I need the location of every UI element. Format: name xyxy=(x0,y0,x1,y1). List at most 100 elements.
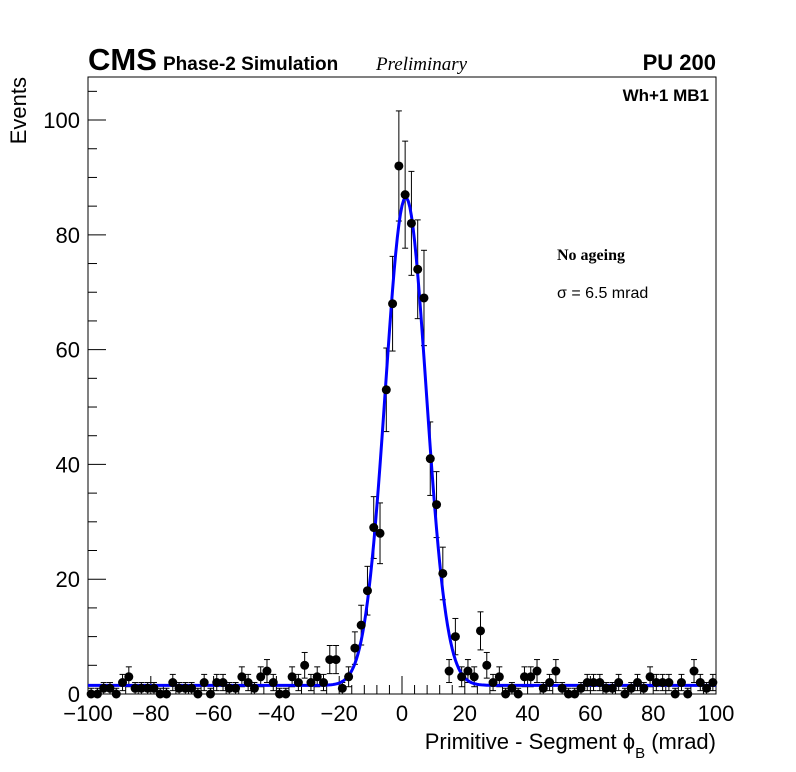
data-point xyxy=(563,689,573,699)
experiment-label: CMS xyxy=(88,42,157,77)
data-point xyxy=(256,672,266,682)
data-point xyxy=(293,678,303,688)
axis-ticks xyxy=(87,90,717,695)
data-point xyxy=(507,683,517,693)
data-point xyxy=(607,683,617,693)
data-point xyxy=(670,689,680,699)
data-point xyxy=(381,385,391,395)
data-point xyxy=(702,683,712,693)
data-point xyxy=(325,655,335,665)
data-point xyxy=(193,689,203,699)
data-point xyxy=(168,678,178,688)
data-point xyxy=(601,683,611,693)
data-point xyxy=(231,683,241,693)
data-point xyxy=(281,689,291,699)
data-point xyxy=(570,689,580,699)
data-point xyxy=(92,689,102,699)
y-tick-labels: 0 20 40 60 80 100 xyxy=(43,108,80,707)
data-point xyxy=(143,683,153,693)
data-point xyxy=(174,683,184,693)
data-point xyxy=(136,683,146,693)
data-point xyxy=(394,161,404,171)
y-tick-label: 20 xyxy=(56,567,80,592)
data-point xyxy=(180,683,190,693)
data-point xyxy=(312,672,322,682)
data-point xyxy=(463,666,473,676)
data-point xyxy=(683,689,693,699)
data-point xyxy=(99,683,109,693)
data-point xyxy=(450,632,460,642)
data-point xyxy=(212,678,222,688)
data-point xyxy=(262,666,272,676)
data-point xyxy=(400,190,410,200)
data-point xyxy=(199,678,209,688)
data-point xyxy=(501,689,511,699)
data-point xyxy=(645,672,655,682)
data-point xyxy=(444,666,454,676)
data-point xyxy=(589,678,599,688)
data-point xyxy=(124,672,134,682)
x-tick-label: 40 xyxy=(515,701,539,726)
x-tick-label: 0 xyxy=(396,701,408,726)
data-point xyxy=(551,666,561,676)
x-axis-subscript: B xyxy=(635,745,645,762)
y-axis-title: Events xyxy=(6,77,31,144)
data-point xyxy=(356,620,366,630)
error-bars xyxy=(88,110,716,695)
data-point xyxy=(362,586,372,596)
subtitle-label: Phase-2 Simulation xyxy=(163,54,338,75)
pileup-label: PU 200 xyxy=(643,50,716,75)
x-tick-label: 100 xyxy=(698,701,735,726)
data-point xyxy=(162,689,171,699)
data-point xyxy=(344,672,354,682)
data-point xyxy=(639,683,649,693)
data-point xyxy=(538,683,548,693)
data-point xyxy=(633,678,642,688)
data-point xyxy=(105,683,115,693)
x-tick-label: −60 xyxy=(195,701,232,726)
data-point xyxy=(658,678,668,688)
data-point xyxy=(268,678,278,688)
x-axis-label: Primitive - Segment ϕ xyxy=(425,729,635,754)
data-point xyxy=(375,528,385,538)
data-point xyxy=(187,683,197,693)
data-point xyxy=(689,666,699,676)
data-point xyxy=(369,523,379,533)
y-tick-label: 40 xyxy=(56,452,80,477)
data-point xyxy=(388,299,398,309)
data-point xyxy=(488,678,498,688)
data-point xyxy=(155,689,165,699)
data-point xyxy=(118,678,128,688)
data-point xyxy=(331,655,341,665)
data-point xyxy=(419,293,429,303)
data-point xyxy=(676,678,686,688)
y-tick-label: 100 xyxy=(43,108,80,133)
data-point xyxy=(614,678,624,688)
x-tick-label: −20 xyxy=(321,701,358,726)
plot-frame xyxy=(87,76,717,695)
y-tick-label: 80 xyxy=(56,223,80,248)
data-point xyxy=(86,689,96,699)
data-point xyxy=(708,678,718,688)
data-point xyxy=(457,672,467,682)
data-point xyxy=(482,660,492,670)
data-point xyxy=(218,678,228,688)
x-tick-label: −40 xyxy=(258,701,295,726)
data-point xyxy=(350,643,360,653)
data-point xyxy=(595,678,605,688)
data-point xyxy=(513,689,523,699)
data-points xyxy=(86,161,718,699)
data-point xyxy=(476,626,485,636)
data-point xyxy=(432,500,442,510)
gaussian-fit-curve xyxy=(88,196,716,687)
data-point xyxy=(243,678,253,688)
data-point xyxy=(576,683,586,693)
status-label: Preliminary xyxy=(375,54,468,75)
data-point xyxy=(469,672,479,682)
data-point xyxy=(111,689,121,699)
data-point xyxy=(664,678,674,688)
x-tick-label: −80 xyxy=(132,701,169,726)
data-point xyxy=(557,683,567,693)
data-point xyxy=(130,683,140,693)
